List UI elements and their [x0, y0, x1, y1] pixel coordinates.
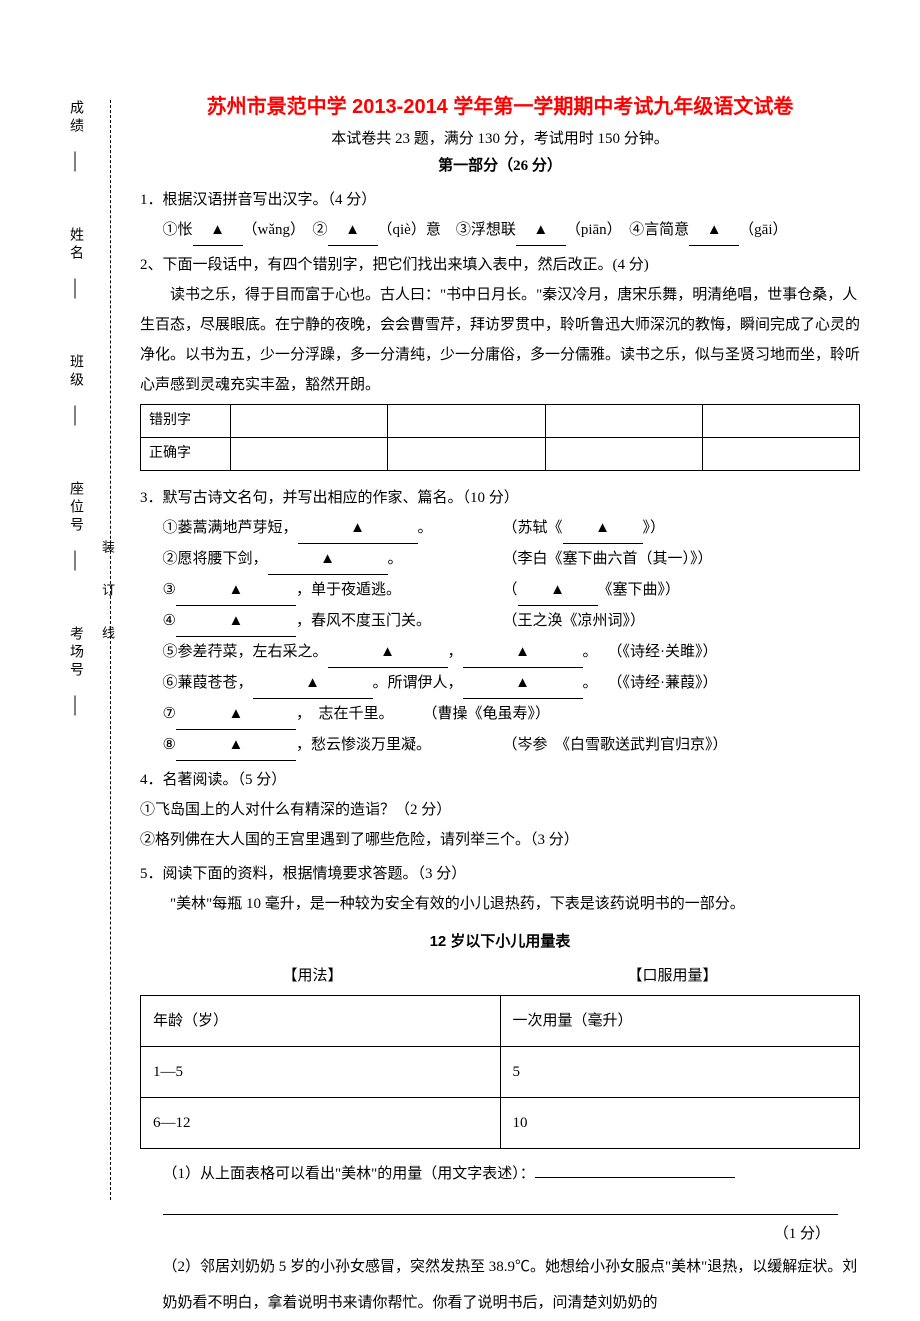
- q5-sub1-score: （1 分）: [140, 1219, 860, 1249]
- content-body: 1．根据汉语拼音写出汉字。（4 分） ①怅▲（wǎng） ②▲（qiè）意 ③浮…: [140, 185, 860, 1321]
- row-label-correct: 正确字: [141, 438, 231, 471]
- dosage-header: 【用法】 【口服用量】: [140, 961, 860, 991]
- table-row: 6—1210: [141, 1098, 860, 1149]
- question-1: 1．根据汉语拼音写出汉字。（4 分） ①怅▲（wǎng） ②▲（qiè）意 ③浮…: [140, 185, 860, 246]
- dosage-table-title: 12 岁以下小儿用量表: [140, 927, 860, 957]
- poetry-line-2: ②愿将腰下剑，▲。 （李白《塞下曲六首（其一）》）: [140, 544, 860, 575]
- q2-stem: 2、下面一段话中，有四个错别字，把它们找出来填入表中，然后改正。(4 分): [140, 250, 860, 280]
- question-2: 2、下面一段话中，有四个错别字，把它们找出来填入表中，然后改正。(4 分) 读书…: [140, 250, 860, 471]
- table-row: 年龄（岁）一次用量（毫升）: [141, 996, 860, 1047]
- q5-intro: "美林"每瓶 10 毫升，是一种较为安全有效的小儿退热药，下表是该药说明书的一部…: [140, 889, 860, 919]
- question-5: 5．阅读下面的资料，根据情境要求答题。（3 分） "美林"每瓶 10 毫升，是一…: [140, 859, 860, 1321]
- dosage-col1: 【用法】: [282, 961, 342, 991]
- question-4: 4．名著阅读。（5 分） ①飞岛国上的人对什么有精深的造诣？（2 分） ②格列佛…: [140, 765, 860, 855]
- poetry-line-8: ⑧▲，愁云惨淡万里凝。 （岑参 《白雪歌送武判官归京》）: [140, 730, 860, 761]
- q1-items: ①怅▲（wǎng） ②▲（qiè）意 ③浮想联▲（piān） ④言简意▲（gāi…: [140, 215, 860, 246]
- poetry-line-6: ⑥蒹葭苍苍，▲。所谓伊人，▲。 （《诗经·蒹葭》）: [140, 668, 860, 699]
- q2-passage: 读书之乐，得于目而富于心也。古人曰："书中日月长。"秦汉冷月，唐宋乐舞，明清绝唱…: [140, 280, 860, 400]
- q5-sub1: （1）从上面表格可以看出"美林"的用量（用文字表述）：: [140, 1159, 860, 1189]
- table-row: 1—55: [141, 1047, 860, 1098]
- margin-label-score: 成绩: [65, 100, 85, 136]
- q3-stem: 3．默写古诗文名句，并写出相应的作家、篇名。（10 分）: [140, 483, 860, 513]
- error-correction-table: 错别字 正确字: [140, 404, 860, 471]
- exam-title: 苏州市景范中学 2013-2014 学年第一学期期中考试九年级语文试卷: [140, 90, 860, 119]
- answer-line: [163, 1199, 838, 1215]
- dosage-col2: 【口服用量】: [627, 961, 717, 991]
- poetry-line-1: ①蒌蒿满地芦芽短，▲。 （苏轼《▲》）: [140, 513, 860, 544]
- table-row: 正确字: [141, 438, 860, 471]
- poetry-line-4: ④▲，春风不度玉门关。 （王之涣《凉州词》）: [140, 606, 860, 637]
- dosage-table: 年龄（岁）一次用量（毫升） 1—55 6—1210: [140, 995, 860, 1149]
- q1-stem: 1．根据汉语拼音写出汉字。（4 分）: [140, 185, 860, 215]
- q4-sub1: ①飞岛国上的人对什么有精深的造诣？（2 分）: [140, 795, 860, 825]
- section-heading: 第一部分（26 分）: [140, 154, 860, 175]
- cell-dose-header: 一次用量（毫升）: [500, 996, 860, 1047]
- margin-label-seat: 座位号: [65, 481, 85, 535]
- table-row: 错别字: [141, 405, 860, 438]
- margin-label-class: 班级: [65, 354, 85, 390]
- poetry-line-3: ③▲，单于夜遁逃。 （▲《塞下曲》）: [140, 575, 860, 606]
- binding-line-text: 装订线: [98, 540, 117, 669]
- margin-label-room: 考场号: [65, 626, 85, 680]
- q4-sub2: ②格列佛在大人国的王宫里遇到了哪些危险，请列举三个。（3 分）: [140, 825, 860, 855]
- q4-stem: 4．名著阅读。（5 分）: [140, 765, 860, 795]
- q5-sub2: （2）邻居刘奶奶 5 岁的小孙女感冒，突然发热至 38.9℃。她想给小孙女服点"…: [140, 1249, 860, 1321]
- exam-subtitle: 本试卷共 23 题，满分 130 分，考试用时 150 分钟。: [140, 127, 860, 148]
- row-label-wrong: 错别字: [141, 405, 231, 438]
- question-3: 3．默写古诗文名句，并写出相应的作家、篇名。（10 分） ①蒌蒿满地芦芽短，▲。…: [140, 483, 860, 761]
- cell-age-header: 年龄（岁）: [141, 996, 501, 1047]
- poetry-line-7: ⑦▲， 志在千里。 （曹操《龟虽寿》）: [140, 699, 860, 730]
- margin-label-name: 姓名: [65, 227, 85, 263]
- q5-stem: 5．阅读下面的资料，根据情境要求答题。（3 分）: [140, 859, 860, 889]
- poetry-line-5: ⑤参差荇菜，左右采之。▲，▲。 （《诗经·关雎》）: [140, 637, 860, 668]
